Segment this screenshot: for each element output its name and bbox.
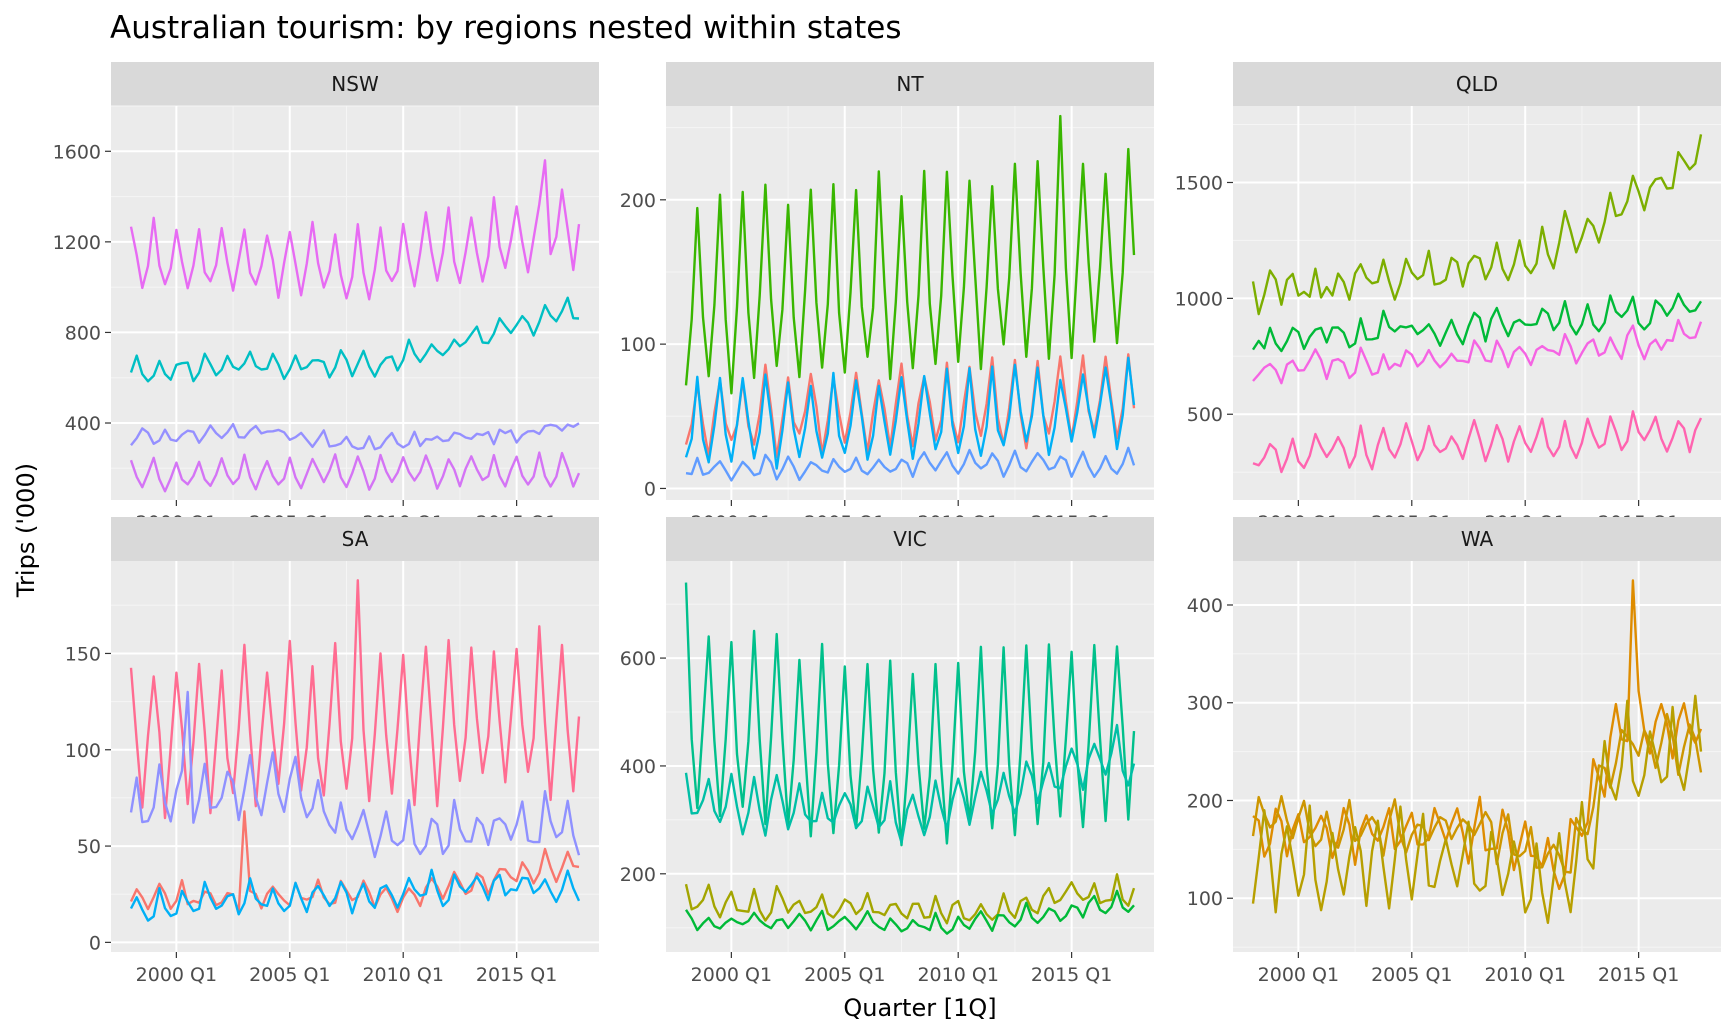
y-tick-label: 0 [644,478,656,500]
y-tick-label: 400 [1187,595,1223,617]
series-line [129,868,581,922]
y-tick-label: 500 [1187,404,1223,426]
y-tick-label: 300 [1187,693,1223,715]
x-tick-label: 2000 Q1 [1258,964,1339,986]
facet-strip [666,517,1154,561]
facet-grid: NSW 400 800 1200 1600 2000 Q1 2005 Q1 2010 Q1 20… [53,62,1721,986]
series-line [129,451,581,493]
x-tick-label: 2010 Q1 [917,964,998,986]
facet-panel [666,561,1154,952]
facet-strip [111,62,599,106]
chart-title: Australian tourism: by regions nested wi… [110,10,902,46]
series-line [129,690,581,859]
facet-strip-label: QLD [1456,72,1498,96]
y-axis-title: Trips ('000) [12,463,40,598]
series-line [129,810,580,914]
series-line [1251,292,1703,353]
facet-strip [111,517,599,561]
series-line [1252,318,1703,385]
series-line [1251,134,1703,316]
series-line [684,114,1136,395]
x-tick-label: 2015 Q1 [476,964,557,986]
series-line [684,889,1135,935]
y-tick-label: 200 [1187,790,1223,812]
facet-strip-label: WA [1461,527,1494,551]
y-tick-label: 1200 [53,232,101,254]
series-line [129,296,580,383]
series-line [684,356,1136,470]
facet-sa: SA 0 50 100 150 2000 Q1 2005 Q1 2010 Q1 2015 Q1 [65,517,599,986]
y-tick-label: 600 [620,648,656,670]
series-line [684,873,1136,925]
series-line [130,422,580,451]
series-line [684,723,1136,844]
y-tick-label: 0 [89,932,101,954]
facet-strip-label: SA [342,527,369,551]
y-tick-label: 200 [620,864,656,886]
y-tick-label: 400 [620,756,656,778]
y-tick-label: 1000 [1175,288,1223,310]
x-tick-label: 2015 Q1 [1031,964,1112,986]
y-tick-label: 50 [77,836,101,858]
y-tick-label: 800 [65,322,101,344]
y-tick-label: 1500 [1175,172,1223,194]
series-line [685,446,1136,482]
x-tick-label: 2005 Q1 [804,964,885,986]
y-tick-label: 100 [1187,888,1223,910]
facet-strip-label: VIC [893,527,927,551]
facet-strip [666,62,1154,106]
series-line [1251,694,1703,924]
x-tick-label: 2010 Q1 [362,964,443,986]
y-tick-label: 150 [65,643,101,665]
x-tick-label: 2000 Q1 [691,964,772,986]
facet-strip [1233,62,1721,106]
series-line [1251,712,1703,874]
facet-vic: VIC 200 400 600 2000 Q1 2005 Q1 2010 Q1 2015 Q1 [620,517,1154,986]
y-tick-label: 100 [65,740,101,762]
x-tick-label: 2005 Q1 [249,964,330,986]
y-tick-label: 1600 [53,141,101,163]
facet-strip [1233,517,1721,561]
facet-wa: WA 100 200 300 400 2000 Q1 2005 Q1 2010 Q1 2015 … [1187,517,1721,986]
facet-strip-label: NT [896,72,924,96]
x-tick-label: 2005 Q1 [1371,964,1452,986]
series-line [684,353,1136,459]
series-line [684,582,1136,847]
y-tick-label: 100 [620,334,656,356]
y-tick-label: 400 [65,413,101,435]
series-line [1252,579,1703,891]
facet-panel [111,106,599,500]
series-line [129,579,581,820]
facet-strip-label: NSW [331,72,379,96]
facet-panel [1233,106,1721,500]
x-tick-label: 2015 Q1 [1598,964,1679,986]
series-line [129,159,581,301]
y-tick-label: 200 [620,190,656,212]
x-axis-title: Quarter [1Q] [843,994,996,1022]
series-line [1252,410,1703,474]
x-tick-label: 2000 Q1 [136,964,217,986]
x-tick-label: 2010 Q1 [1484,964,1565,986]
